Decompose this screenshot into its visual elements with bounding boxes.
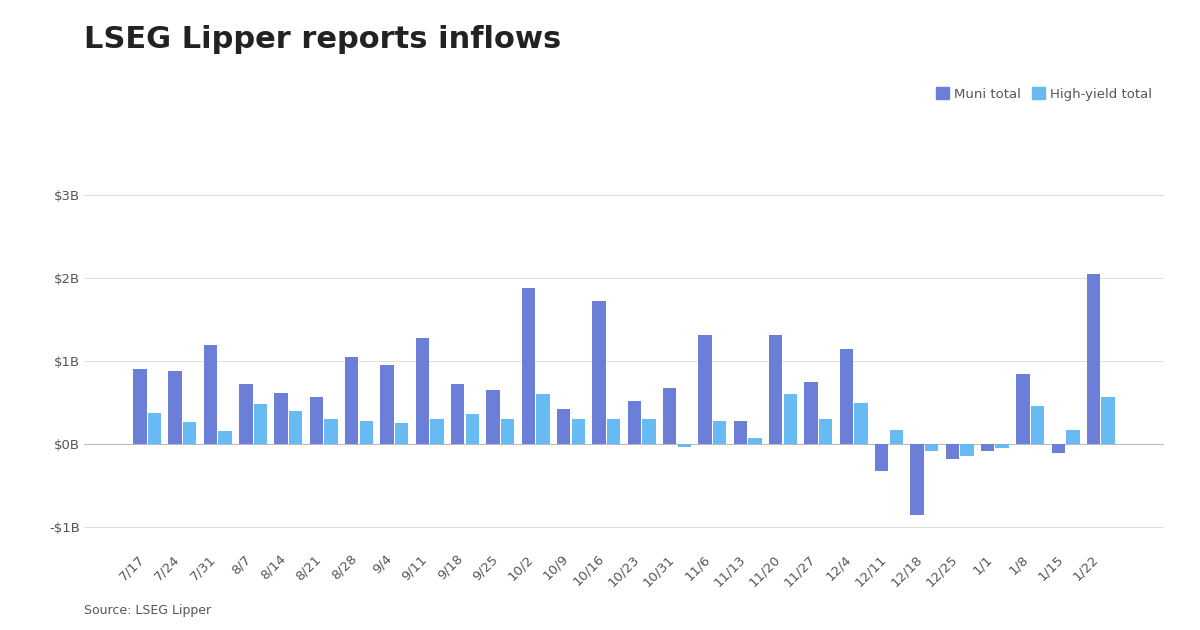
Bar bbox=[415, 338, 430, 444]
Bar bbox=[204, 345, 217, 444]
Bar bbox=[289, 411, 302, 444]
Legend: Muni total, High-yield total: Muni total, High-yield total bbox=[930, 82, 1158, 106]
Bar bbox=[1016, 374, 1030, 444]
Bar bbox=[522, 288, 535, 444]
Bar bbox=[1102, 397, 1115, 444]
Bar bbox=[840, 349, 853, 444]
Bar bbox=[466, 415, 479, 444]
Bar bbox=[536, 394, 550, 444]
Bar bbox=[500, 420, 515, 444]
Bar bbox=[168, 371, 182, 444]
Bar bbox=[784, 394, 797, 444]
Bar bbox=[1087, 274, 1100, 444]
Text: Source: LSEG Lipper: Source: LSEG Lipper bbox=[84, 604, 211, 617]
Bar bbox=[642, 420, 655, 444]
Bar bbox=[486, 390, 500, 444]
Bar bbox=[996, 444, 1009, 449]
Bar bbox=[1031, 406, 1044, 444]
Bar bbox=[664, 387, 677, 444]
Bar bbox=[346, 357, 359, 444]
Bar bbox=[875, 444, 888, 471]
Bar bbox=[360, 421, 373, 444]
Bar bbox=[324, 420, 337, 444]
Bar bbox=[380, 365, 394, 444]
Bar bbox=[253, 404, 266, 444]
Bar bbox=[854, 403, 868, 444]
Bar bbox=[395, 423, 408, 444]
Bar bbox=[889, 430, 902, 444]
Bar bbox=[946, 444, 959, 459]
Bar bbox=[769, 335, 782, 444]
Bar bbox=[431, 420, 444, 444]
Bar bbox=[678, 444, 691, 447]
Bar bbox=[1066, 430, 1080, 444]
Bar bbox=[182, 422, 197, 444]
Bar bbox=[911, 444, 924, 515]
Bar bbox=[733, 421, 748, 444]
Bar bbox=[148, 413, 161, 444]
Bar bbox=[1051, 444, 1066, 452]
Bar bbox=[607, 420, 620, 444]
Bar bbox=[557, 408, 570, 444]
Bar bbox=[218, 431, 232, 444]
Bar bbox=[310, 397, 323, 444]
Bar bbox=[713, 421, 726, 444]
Bar bbox=[628, 401, 641, 444]
Bar bbox=[239, 384, 252, 444]
Bar bbox=[804, 382, 817, 444]
Bar bbox=[982, 444, 995, 451]
Bar bbox=[925, 444, 938, 451]
Bar bbox=[133, 369, 146, 444]
Bar bbox=[698, 335, 712, 444]
Bar bbox=[960, 444, 973, 456]
Bar bbox=[451, 384, 464, 444]
Bar bbox=[748, 438, 762, 444]
Bar bbox=[593, 301, 606, 444]
Text: LSEG Lipper reports inflows: LSEG Lipper reports inflows bbox=[84, 25, 562, 54]
Bar bbox=[818, 420, 833, 444]
Bar bbox=[275, 392, 288, 444]
Bar bbox=[571, 420, 584, 444]
